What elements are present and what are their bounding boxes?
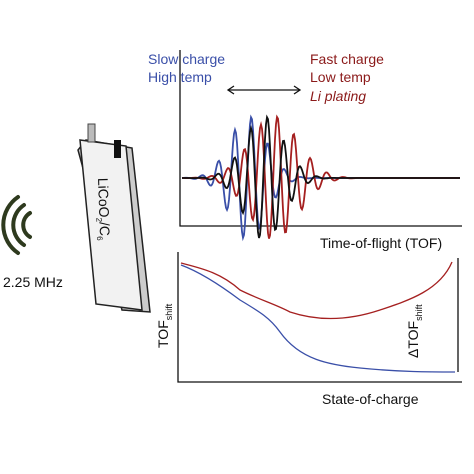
frequency-label: 2.25 MHz — [3, 274, 63, 290]
x-axis-label: State-of-charge — [322, 391, 419, 407]
y-axis-label: TOFshift — [155, 303, 174, 348]
delta-label: ΔTOFshift — [405, 304, 424, 358]
label-part: LiCoO — [95, 178, 112, 218]
axes — [179, 50, 462, 227]
legend-text: Slow charge — [148, 51, 225, 67]
battery-face — [79, 139, 143, 311]
axes — [177, 252, 462, 383]
terminal — [114, 140, 121, 158]
label-part: 2 — [94, 218, 103, 223]
x-axis-label: Time-of-flight (TOF) — [320, 235, 442, 251]
terminal — [87, 123, 96, 143]
label-part: ΔTOF — [405, 321, 421, 358]
waveforms — [181, 114, 460, 242]
double-arrow — [226, 85, 302, 95]
curve — [180, 264, 456, 373]
battery-label: LiCoO2/C6 — [93, 178, 113, 242]
legend-text: Li plating — [310, 88, 366, 104]
legend-text: Fast charge — [310, 51, 384, 67]
label-part: /C — [97, 222, 113, 237]
wave-arc — [21, 211, 32, 239]
wave-arc — [11, 203, 26, 247]
label-part: TOF — [155, 320, 171, 348]
waveform — [182, 114, 460, 239]
label-part: 6 — [95, 236, 104, 241]
label-part: shift — [164, 303, 174, 320]
signal-icon — [1, 195, 32, 255]
curve — [180, 261, 453, 320]
label-part: shift — [414, 304, 424, 321]
battery: LiCoO2/C6 — [77, 123, 151, 313]
wave-arc — [1, 195, 20, 255]
legend-text: Low temp — [310, 69, 371, 85]
